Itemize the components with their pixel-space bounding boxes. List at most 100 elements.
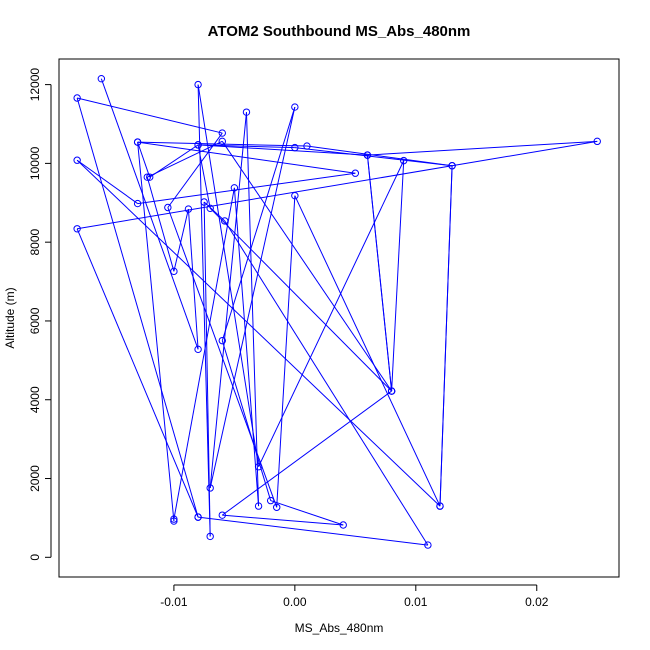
y-tick-label: 12000 — [28, 68, 42, 102]
data-point — [230, 184, 239, 192]
series-segment — [221, 390, 392, 516]
series-segment — [221, 141, 393, 392]
data-point — [146, 173, 154, 181]
data-point — [206, 204, 214, 212]
data-point — [206, 484, 214, 492]
series-segment — [146, 177, 175, 272]
series-segment — [147, 140, 223, 178]
series-segment — [167, 207, 278, 508]
series-segment — [221, 340, 272, 501]
data-point — [194, 345, 202, 354]
series-segment — [294, 147, 453, 167]
series-segment — [233, 187, 260, 507]
series-segment — [77, 97, 223, 134]
series-segment — [137, 141, 356, 174]
series-segment — [203, 201, 226, 222]
data-point — [221, 217, 229, 225]
series-segment — [137, 142, 175, 522]
series-points — [73, 74, 601, 549]
data-point — [424, 541, 432, 549]
series-segment — [198, 144, 368, 156]
y-tick-label: 4000 — [28, 386, 42, 413]
series-segment — [76, 159, 138, 204]
series-segment — [100, 78, 199, 350]
series-segment — [224, 220, 429, 546]
series-segment — [198, 516, 428, 546]
data-point — [170, 267, 178, 276]
data-point — [339, 521, 347, 529]
x-tick-label: 0.00 — [283, 595, 307, 609]
series-segment — [366, 155, 393, 392]
y-axis-label: Altitude (m) — [3, 287, 17, 348]
y-tick-label: 2000 — [28, 465, 42, 492]
data-point — [200, 198, 208, 206]
data-point — [206, 532, 214, 541]
data-point — [143, 173, 151, 181]
data-point — [273, 503, 281, 511]
series-segment — [76, 159, 441, 507]
data-point — [400, 156, 408, 165]
data-point — [218, 137, 226, 146]
data-point — [97, 74, 106, 83]
chart-title: ATOM2 Southbound MS_Abs_480nm — [208, 23, 471, 40]
data-point — [363, 151, 372, 159]
data-point — [593, 137, 601, 146]
y-tick-label: 10000 — [28, 146, 42, 180]
series-segment — [197, 84, 260, 467]
series-segment — [222, 514, 344, 526]
data-point — [291, 103, 299, 111]
data-point — [73, 225, 81, 233]
data-point — [218, 129, 226, 137]
x-tick-label: -0.01 — [160, 595, 188, 609]
data-point — [133, 199, 142, 208]
data-point — [387, 387, 396, 395]
series-segment — [137, 141, 151, 178]
data-point — [351, 169, 360, 177]
x-tick-label: 0.02 — [525, 595, 549, 609]
data-point — [194, 80, 202, 89]
series-segment — [187, 209, 199, 350]
series-segment — [276, 195, 296, 508]
data-point — [184, 205, 193, 213]
data-point — [170, 515, 178, 523]
data-point — [291, 143, 299, 152]
data-point — [194, 513, 202, 521]
series-segment — [76, 228, 199, 518]
series-segment — [294, 195, 441, 507]
data-point — [218, 511, 226, 519]
data-point — [73, 156, 81, 164]
series-segment — [203, 201, 211, 537]
data-point — [133, 138, 142, 146]
series-segment — [221, 106, 296, 341]
data-point — [194, 141, 202, 149]
series-segment — [439, 165, 453, 507]
series-segment — [77, 140, 598, 230]
series-segment — [270, 500, 344, 526]
series-segment — [209, 112, 247, 489]
x-tick-label: 0.01 — [404, 595, 428, 609]
series-segment — [137, 172, 356, 205]
series-segment — [258, 160, 405, 467]
plot-frame — [58, 58, 620, 578]
data-point — [436, 502, 444, 510]
series-segment — [173, 208, 189, 272]
series-segment — [76, 97, 199, 518]
series-segment — [367, 140, 598, 156]
series-segment — [306, 145, 453, 167]
data-point — [73, 94, 81, 102]
data-point — [291, 191, 299, 200]
y-tick-label: 0 — [28, 554, 42, 561]
x-axis: -0.01 0.00 0.01 0.02 — [160, 584, 549, 609]
data-point — [170, 517, 178, 525]
series-segment — [149, 144, 199, 178]
data-point — [218, 336, 226, 345]
data-point — [266, 496, 275, 505]
data-point — [448, 162, 456, 170]
series-segment — [391, 160, 405, 392]
data-point — [254, 502, 263, 510]
data-point — [242, 108, 251, 116]
data-point — [254, 463, 263, 471]
data-point — [303, 142, 311, 150]
series-lines — [76, 78, 598, 546]
